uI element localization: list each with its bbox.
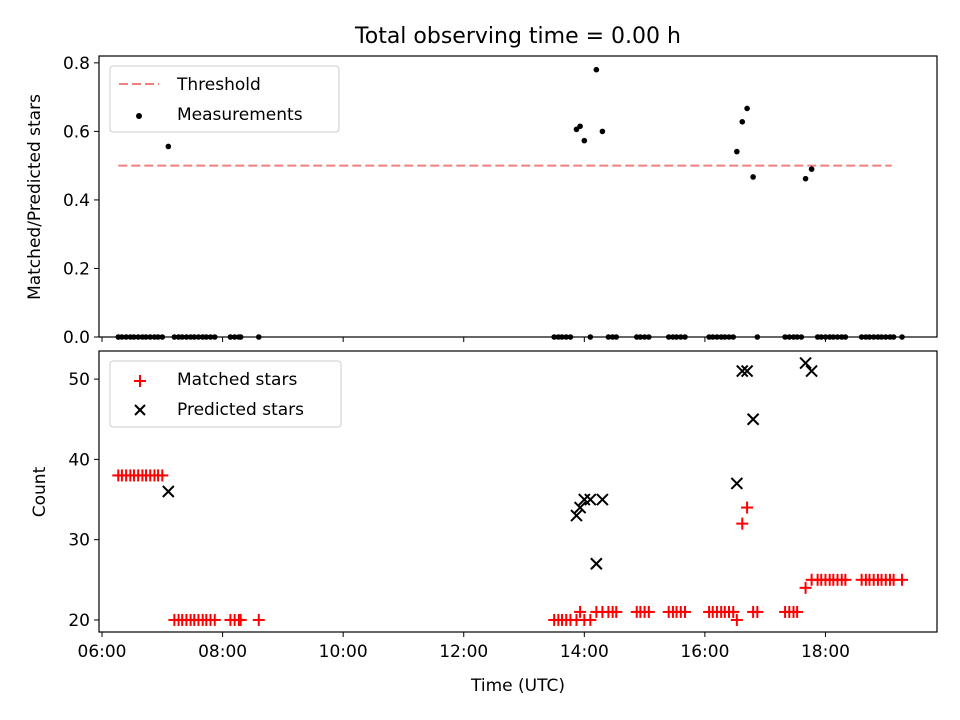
matched-point: [584, 613, 597, 626]
top-ytick-label: 0.0: [63, 328, 90, 348]
matched-point: [799, 581, 812, 594]
matched-point: [208, 613, 221, 626]
matched-point: [252, 613, 265, 626]
measurement-point: [581, 137, 588, 144]
measurement-point: [577, 123, 583, 130]
predicted-point: [740, 364, 754, 378]
top-legend: Threshold Measurements: [109, 65, 340, 133]
bottom-xtick-label: 10:00: [319, 642, 368, 662]
legend-matched-swatch: [134, 375, 146, 387]
predicted-points: [162, 356, 818, 570]
matched-point: [839, 573, 852, 586]
measurement-point: [734, 148, 740, 155]
bottom-axes-frame: [98, 350, 938, 633]
legend-matched-label: Matched stars: [177, 370, 297, 390]
bottom-ytick-label: 50: [68, 370, 90, 390]
top-legend-box: [109, 65, 340, 133]
predicted-point: [736, 364, 749, 378]
bottom-xtick-label: 18:00: [801, 642, 850, 662]
measurement-point: [165, 143, 172, 150]
matched-points: [112, 469, 909, 626]
bottom-ylabel: Count: [30, 466, 50, 517]
measurement-point: [739, 118, 746, 125]
bottom-legend-box: [109, 360, 342, 428]
legend-predicted-swatch: [134, 404, 146, 416]
figure-title: Total observing time = 0.00 h: [354, 24, 681, 49]
x-axis-label: Time (UTC): [470, 676, 565, 696]
bottom-xtick-label: 16:00: [680, 642, 729, 662]
top-ytick-label: 0.2: [63, 259, 90, 279]
legend-predicted-label: Predicted stars: [177, 400, 304, 420]
matched-point: [730, 613, 743, 626]
matched-point: [234, 613, 247, 626]
top-ytick-label: 0.8: [63, 54, 90, 74]
measurement-point: [808, 166, 815, 172]
bottom-xtick-label: 06:00: [78, 642, 127, 662]
bottom-panel: Count 20 30 40 50 06:00 08:00 10:00 12:00 14:00…: [30, 350, 938, 696]
predicted-point: [584, 493, 597, 506]
matched-point: [791, 605, 804, 618]
predicted-point: [746, 413, 760, 426]
bottom-xtick-label: 08:00: [198, 642, 247, 662]
bottom-y-ticks: 20 30 40 50: [68, 370, 99, 631]
measurement-point: [599, 128, 606, 135]
top-y-ticks: 0.0 0.2 0.4 0.6 0.8: [63, 54, 99, 348]
matched-point: [574, 605, 587, 618]
matched-point: [727, 605, 740, 618]
top-axes-frame: [98, 55, 938, 338]
predicted-point: [799, 356, 812, 370]
matched-point: [610, 605, 623, 618]
bottom-x-ticks: 06:00 08:00 10:00 12:00 14:00 16:00 18:00: [78, 632, 850, 662]
matched-point: [156, 469, 169, 482]
bottom-xtick-label: 14:00: [560, 642, 609, 662]
bottom-xtick-label: 12:00: [439, 642, 488, 662]
predicted-point: [570, 509, 583, 522]
legend-measurements-swatch: [136, 113, 142, 119]
top-panel: Matched/Predicted stars 0.00.20.40.60.8 …: [25, 54, 938, 348]
predicted-point: [805, 364, 818, 378]
top-ytick-label: 0.4: [63, 191, 90, 211]
matched-point: [741, 501, 754, 514]
measurement-point: [744, 105, 750, 112]
predicted-point: [596, 493, 609, 506]
matched-point: [642, 605, 655, 618]
matched-point: [896, 573, 909, 586]
matched-point: [751, 605, 764, 618]
predicted-point: [573, 501, 587, 514]
matched-point: [736, 517, 749, 530]
measurement-point: [802, 175, 809, 182]
predicted-point: [162, 485, 175, 498]
top-ytick-label: 0.6: [63, 122, 90, 142]
top-ylabel: Matched/Predicted stars: [25, 94, 45, 300]
measurement-point: [593, 66, 600, 73]
bottom-ytick-label: 30: [68, 531, 90, 551]
predicted-point: [590, 557, 603, 570]
matched-point: [678, 605, 691, 618]
bottom-ytick-label: 40: [68, 450, 90, 470]
bottom-ytick-label: 20: [68, 611, 90, 631]
bottom-legend: Matched stars Predicted stars: [109, 360, 342, 428]
measurement-point: [750, 174, 756, 180]
legend-threshold-label: Threshold: [176, 75, 261, 95]
predicted-point: [730, 477, 744, 490]
legend-measurements-label: Measurements: [177, 105, 303, 125]
